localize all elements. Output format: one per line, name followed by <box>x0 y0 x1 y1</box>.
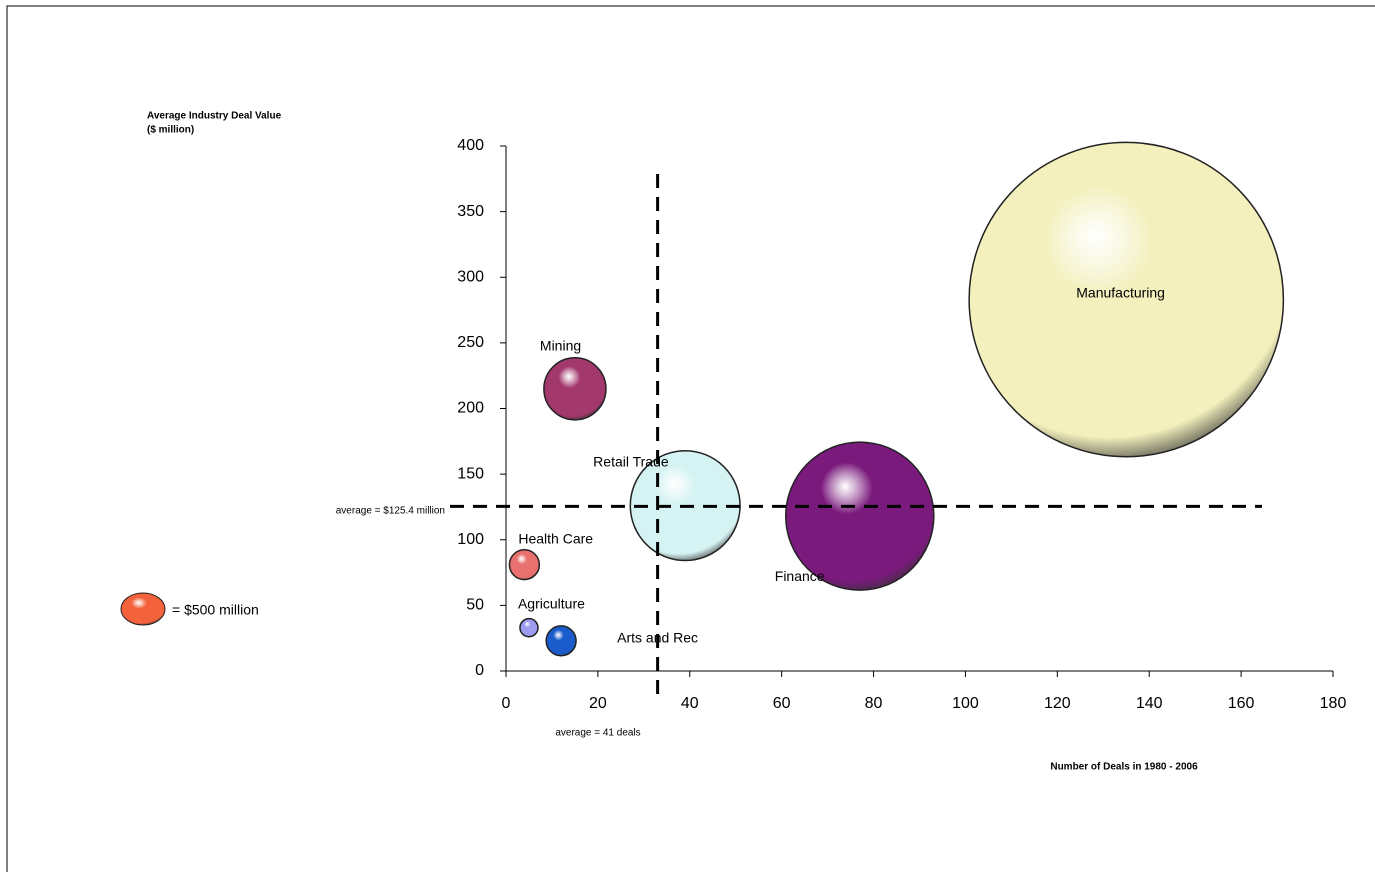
x-tick-label: 0 <box>502 695 511 712</box>
bubble <box>545 625 577 657</box>
bubble <box>543 357 607 421</box>
y-axis-title: Average Industry Deal Value <box>147 111 282 122</box>
y-tick-label: 400 <box>457 137 484 154</box>
bubble-label: Finance <box>775 568 825 584</box>
bubble-label: Retail Trade <box>593 453 669 469</box>
bubble <box>968 141 1285 458</box>
size-legend-bubble <box>120 592 166 626</box>
bubble-label: Arts and Rec <box>617 630 698 646</box>
bubble-label: Manufacturing <box>1076 284 1165 300</box>
bubble <box>508 549 541 581</box>
annotation: average = 41 deals <box>555 728 640 739</box>
y-tick-label: 50 <box>466 597 484 614</box>
y-tick-label: 0 <box>475 662 484 679</box>
y-axis-title: ($ million) <box>147 125 194 136</box>
bubble-label: Health Care <box>518 530 593 546</box>
bubble-label: Agriculture <box>518 595 585 611</box>
x-tick-label: 180 <box>1320 695 1347 712</box>
x-tick-label: 140 <box>1136 695 1163 712</box>
x-tick-label: 100 <box>952 695 979 712</box>
x-tick-label: 20 <box>589 695 607 712</box>
y-tick-label: 250 <box>457 334 484 351</box>
x-tick-label: 60 <box>773 695 791 712</box>
x-tick-label: 160 <box>1228 695 1255 712</box>
annotation: average = $125.4 million <box>336 506 445 517</box>
frame <box>6 5 1375 872</box>
size-legend-label: = $500 million <box>172 602 259 618</box>
y-tick-label: 350 <box>457 203 484 220</box>
x-tick-label: 40 <box>681 695 699 712</box>
y-tick-label: 200 <box>457 400 484 417</box>
bubble <box>519 617 539 638</box>
bubble-label: Mining <box>540 338 581 354</box>
y-tick-label: 300 <box>457 268 484 285</box>
x-axis-title: Number of Deals in 1980 - 2006 <box>1050 762 1198 773</box>
y-tick-label: 100 <box>457 531 484 548</box>
bubble <box>784 441 935 591</box>
x-tick-label: 80 <box>865 695 883 712</box>
y-tick-label: 150 <box>457 465 484 482</box>
x-tick-label: 120 <box>1044 695 1071 712</box>
